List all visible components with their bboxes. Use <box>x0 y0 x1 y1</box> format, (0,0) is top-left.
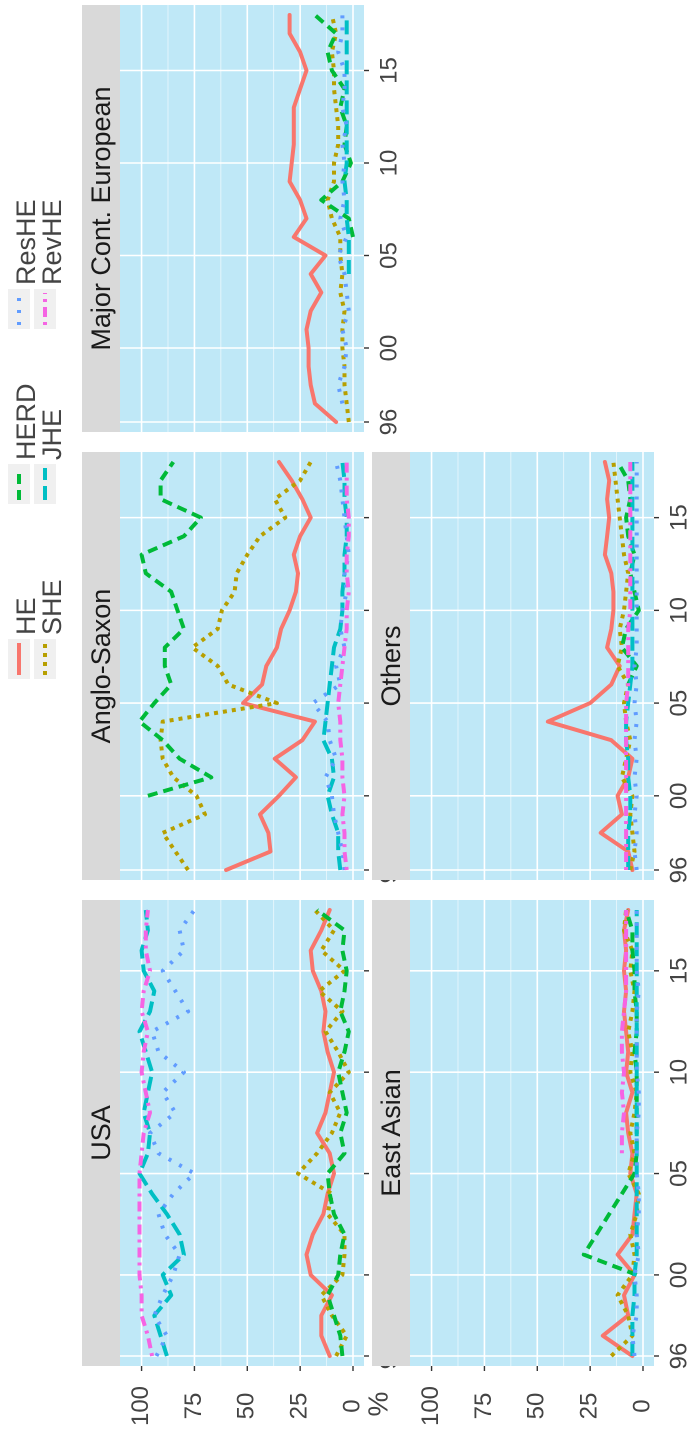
y-tick-label: 75 <box>180 1393 207 1420</box>
series-line-jhe <box>342 15 351 274</box>
y-tick-label: 0 <box>628 1399 655 1412</box>
plot-background <box>410 900 654 1366</box>
y-tick-label: 0 <box>338 1399 365 1412</box>
x-tick-label: 96 <box>665 1343 689 1370</box>
series-line-he <box>224 460 317 872</box>
plot-background <box>120 452 364 880</box>
x-tick-label: 15 <box>665 504 689 531</box>
y-axis-label: % <box>362 1392 393 1417</box>
series-line-he <box>287 13 339 424</box>
facet-title: Others <box>376 625 406 706</box>
facet-strip <box>82 5 120 432</box>
x-tick-label: 05 <box>665 1160 689 1187</box>
x-tick-label: 05 <box>375 242 402 269</box>
legend-label: JHE <box>37 409 67 460</box>
series-line-reshe <box>148 908 197 1357</box>
y-tick-label: 25 <box>575 1393 602 1420</box>
x-tick-label: 10 <box>375 150 402 177</box>
facet-strip <box>82 900 120 1366</box>
facet-title: USA <box>86 1105 116 1161</box>
legend-label: HERD <box>11 383 41 460</box>
series-line-revhe <box>137 909 155 1357</box>
legend-key-box <box>8 289 30 329</box>
series-line-herd <box>137 460 214 798</box>
series-line-reshe <box>632 462 639 871</box>
legend-label: HE <box>11 597 41 635</box>
facet-strip <box>82 452 120 880</box>
series-line-herd <box>615 461 641 686</box>
series-line-reshe <box>310 461 351 871</box>
x-tick-label: 05 <box>665 690 689 717</box>
x-tick-label: 15 <box>665 957 689 984</box>
series-line-she <box>296 908 351 1357</box>
y-tick-label: 75 <box>470 1393 497 1420</box>
facet-panel: East Asian 96 00 05 10 15 0 25 50 75 100 <box>372 900 689 1426</box>
facet-panel: Others 96 00 05 10 15 <box>372 452 689 883</box>
plot-background <box>120 900 364 1366</box>
legend-label: RevHE <box>37 199 67 285</box>
y-tick-label: 100 <box>417 1386 444 1426</box>
series-line-he <box>545 460 635 872</box>
series-line-jhe <box>137 909 186 1357</box>
x-tick-label: 00 <box>375 335 402 362</box>
x-tick-label: 96 <box>665 857 689 884</box>
facet-title: East Asian <box>376 1069 406 1197</box>
y-tick-label: 25 <box>285 1393 312 1420</box>
series-line-she <box>325 14 351 423</box>
facet-strip <box>372 900 410 1366</box>
series-line-revhe <box>619 910 629 1154</box>
series-line-she <box>158 461 313 872</box>
facet-title: Anglo-Saxon <box>86 589 116 744</box>
y-tick-label: 100 <box>127 1386 154 1426</box>
legend-label: SHE <box>37 579 67 635</box>
plot-background <box>120 5 364 432</box>
y-tick-label: 50 <box>233 1393 260 1420</box>
series-line-herd <box>313 13 355 238</box>
x-tick-label: 96 <box>375 409 402 436</box>
x-tick-label: 15 <box>375 57 402 84</box>
facet-panel: Major Cont. European 96 00 05 10 15 <box>82 5 402 435</box>
y-tick-label: 50 <box>523 1393 550 1420</box>
legend-label: ResHE <box>11 199 41 285</box>
series-line-reshe <box>630 910 641 1357</box>
x-tick-label: 00 <box>665 1262 689 1289</box>
series-line-jhe <box>624 462 635 870</box>
x-tick-label: 10 <box>665 1059 689 1086</box>
plot-background <box>410 452 654 880</box>
series-line-jhe <box>321 461 349 871</box>
legend-key-box <box>34 464 56 504</box>
legend-key-box <box>34 639 56 679</box>
x-tick-label: 10 <box>665 597 689 624</box>
facet-panel: Anglo-Saxon9600051015 <box>82 452 402 883</box>
facet-title: Major Cont. European <box>86 86 116 350</box>
series-line-he <box>304 908 336 1358</box>
series-line-herd <box>315 908 351 1357</box>
x-tick-label: 00 <box>665 782 689 809</box>
facet-strip <box>372 452 410 880</box>
facet-panel: USA96000510150255075100 <box>82 900 402 1426</box>
